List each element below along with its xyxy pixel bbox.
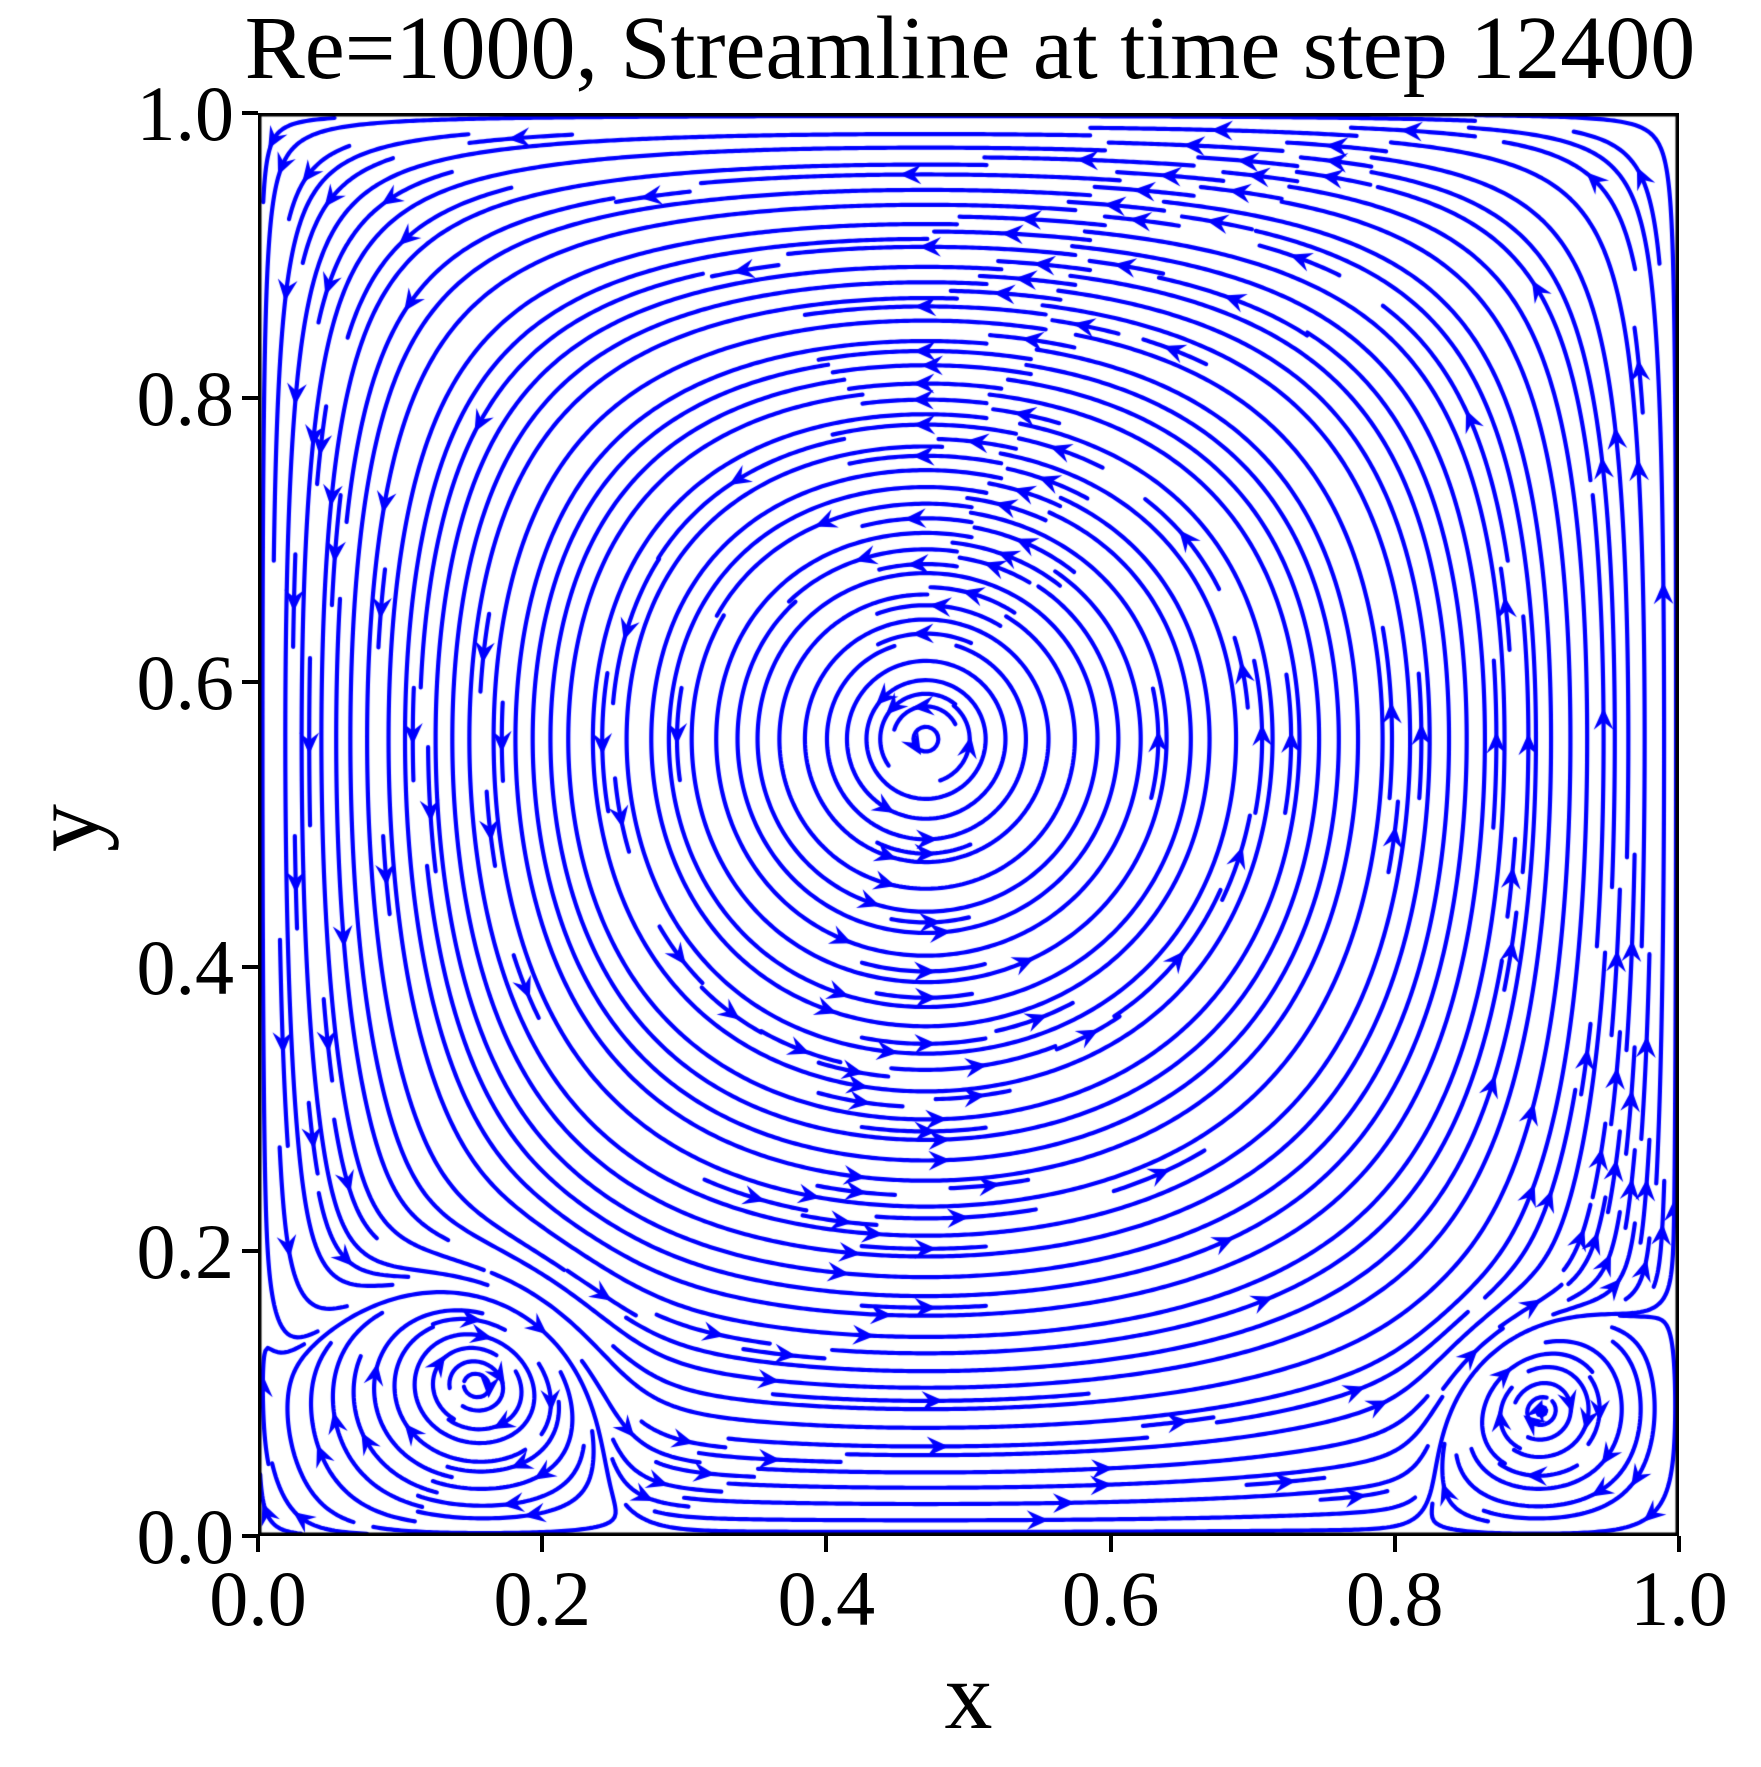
y-tick-mark [242,1249,258,1254]
x-tick-mark [824,1536,829,1552]
x-tick-mark [540,1536,545,1552]
y-tick-label: 0.8 [136,354,235,442]
y-tick-mark [242,680,258,685]
x-tick-label: 0.0 [209,1555,307,1642]
y-tick-mark [242,964,258,969]
y-tick-label: 1.0 [136,70,235,157]
plot-area [258,113,1679,1536]
x-tick-label: 1.0 [1630,1555,1728,1642]
x-tick-label: 0.2 [493,1555,591,1642]
x-tick-label: 0.6 [1061,1555,1160,1642]
y-tick-mark [242,111,258,115]
chart-title: Re=1000, Streamline at time step 12400 [244,0,1696,98]
y-tick-label: 0.2 [136,1208,235,1296]
streamline-canvas [258,113,1679,1536]
x-tick-mark [1392,1536,1397,1552]
x-tick-mark [1108,1536,1113,1552]
y-axis-label: y [12,804,119,852]
x-axis-label: x [944,1642,993,1749]
x-tick-label: 0.8 [1346,1555,1444,1642]
y-tick-mark [242,395,258,400]
y-tick-label: 0.0 [136,1493,235,1580]
x-tick-mark [256,1536,260,1552]
y-tick-label: 0.4 [136,923,235,1011]
y-tick-label: 0.6 [136,639,235,727]
x-tick-mark [1677,1536,1681,1552]
y-tick-mark [242,1534,258,1538]
x-tick-label: 0.4 [777,1555,876,1642]
